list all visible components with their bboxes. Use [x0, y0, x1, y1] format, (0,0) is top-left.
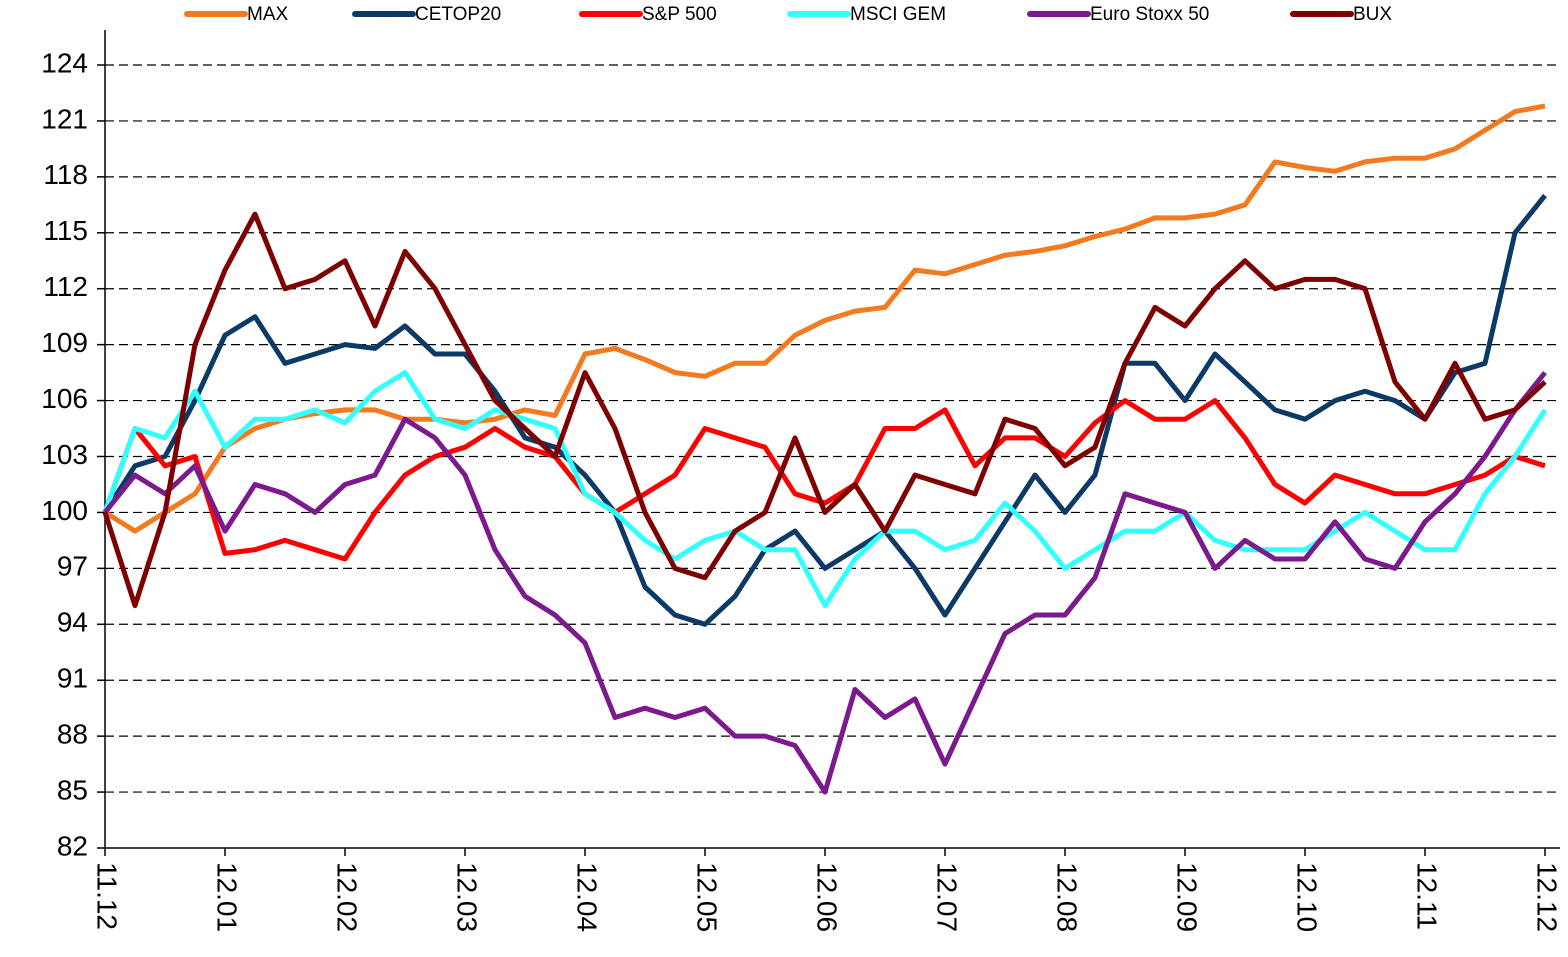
x-tick-label: 12.08: [1052, 862, 1083, 932]
series-line: [103, 103, 1546, 534]
y-tick-label: 100: [41, 495, 88, 526]
y-tick-label: 103: [41, 439, 88, 470]
x-tick-label: 12.06: [812, 862, 843, 932]
legend-label: BUX: [1353, 4, 1392, 25]
y-tick-label: 85: [57, 774, 88, 805]
x-tick-label: 12.01: [212, 862, 243, 932]
x-tick-label: 12.11: [1412, 862, 1443, 930]
y-tick-label: 109: [41, 327, 88, 358]
x-tick-label: 12.09: [1172, 862, 1203, 932]
x-tick-label: 12.05: [692, 862, 723, 932]
y-tick-label: 106: [41, 383, 88, 414]
legend-label: Euro Stoxx 50: [1090, 4, 1209, 25]
y-tick-label: 91: [57, 663, 88, 694]
x-tick-label: 12.04: [572, 862, 603, 932]
y-tick-label: 115: [43, 215, 88, 246]
x-tick-label: 11.12: [92, 862, 123, 930]
y-tick-label: 112: [43, 271, 88, 302]
y-tick-label: 88: [57, 719, 88, 750]
y-tick-label: 82: [57, 830, 88, 861]
x-tick-label: 12.02: [332, 862, 363, 932]
series-line: [102, 193, 1547, 627]
y-tick-label: 118: [43, 159, 88, 190]
y-tick-label: 124: [41, 47, 88, 78]
y-tick-label: 94: [57, 607, 88, 638]
series-line: [102, 370, 1548, 609]
legend-label: S&P 500: [642, 4, 717, 25]
legend-label: CETOP20: [415, 4, 501, 25]
series-line: [103, 371, 1547, 795]
legend-label: MAX: [247, 4, 289, 25]
series-line: [102, 211, 1547, 609]
y-tick-label: 121: [41, 103, 88, 134]
series-line: [102, 398, 1546, 562]
legend-label: MSCI GEM: [850, 4, 946, 25]
x-tick-label: 12.12: [1532, 862, 1563, 932]
x-tick-label: 12.03: [452, 862, 483, 932]
x-tick-label: 12.10: [1292, 862, 1323, 932]
y-tick-label: 97: [57, 551, 88, 582]
x-tick-label: 12.07: [932, 862, 963, 932]
